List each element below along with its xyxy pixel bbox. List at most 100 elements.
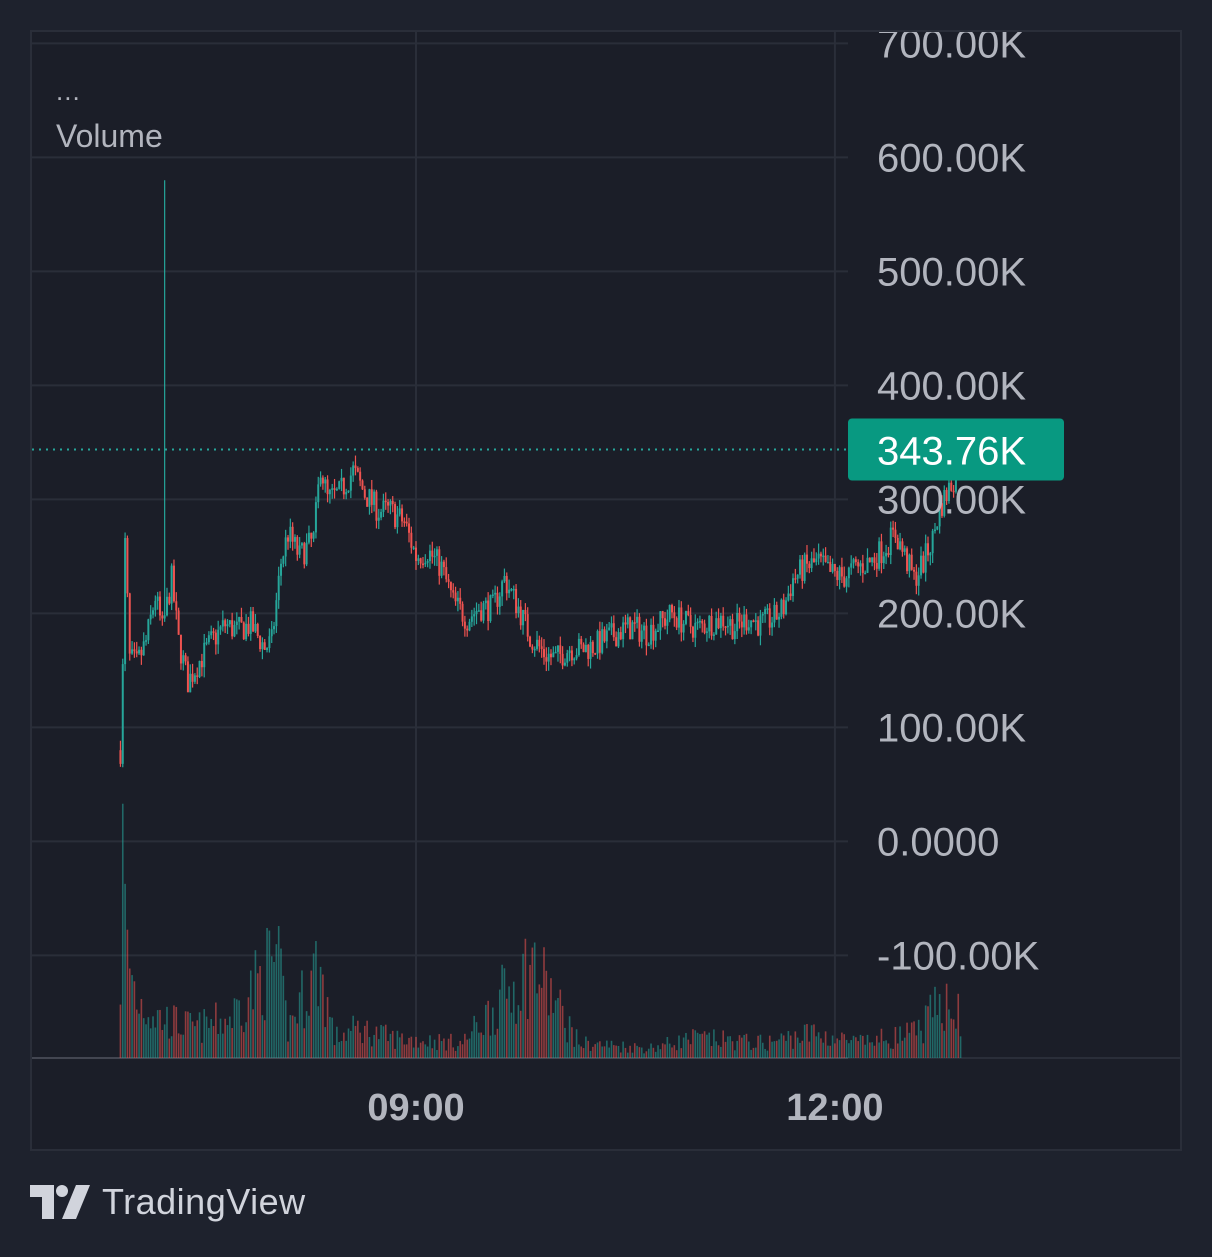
- candle-body: [764, 609, 767, 615]
- candle-body: [496, 592, 499, 607]
- legend-more-button[interactable]: ...: [56, 76, 81, 106]
- volume-bar: [533, 942, 536, 1058]
- volume-bar: [396, 1030, 399, 1058]
- volume-bar: [466, 1039, 468, 1058]
- candle-body: [612, 623, 615, 638]
- candle-body: [326, 479, 329, 495]
- volume-bar: [317, 1006, 320, 1058]
- volume-bar: [817, 1032, 820, 1058]
- volume-bar: [727, 1036, 729, 1058]
- volume-bar: [654, 1051, 657, 1058]
- volume-bar: [557, 997, 559, 1058]
- volume-bar: [780, 1033, 783, 1058]
- candle-body: [428, 550, 431, 562]
- volume-bar: [445, 1050, 448, 1058]
- candle-body: [850, 563, 853, 568]
- volume-bar: [685, 1032, 687, 1058]
- volume-bar: [950, 1018, 953, 1058]
- chart-pane[interactable]: 700.00K 600.00K 500.00K 400.00K 300.00K 200.0…: [30, 30, 1182, 1151]
- candle-body: [128, 593, 131, 654]
- volume-bar: [680, 1048, 683, 1058]
- volume-bar: [913, 1021, 915, 1058]
- candle-body: [245, 623, 248, 640]
- volume-bar: [173, 1005, 175, 1058]
- volume-bar: [668, 1043, 671, 1058]
- candle-body: [570, 650, 573, 661]
- volume-bar: [501, 964, 503, 1058]
- price-chart[interactable]: 700.00K 600.00K 500.00K 400.00K 300.00K 200.0…: [32, 32, 1182, 1151]
- candle-body: [454, 592, 457, 602]
- volume-bar: [827, 1045, 829, 1058]
- volume-bar: [322, 974, 324, 1058]
- volume-bar: [824, 1031, 827, 1058]
- candle-body: [789, 593, 792, 597]
- volume-bar: [754, 1047, 757, 1058]
- candle-body: [401, 508, 404, 522]
- volume-bar: [552, 1012, 555, 1058]
- volume-bar: [666, 1036, 669, 1058]
- candle-body: [417, 558, 420, 561]
- candle-body: [903, 548, 906, 552]
- volume-bar: [184, 1011, 187, 1058]
- candle-body: [529, 636, 532, 647]
- volume-bar: [170, 1036, 173, 1058]
- volume-bar: [319, 966, 322, 1058]
- volume-bar: [596, 1042, 599, 1058]
- candle-body: [743, 614, 746, 628]
- candle-body: [875, 562, 878, 569]
- volume-bar: [231, 1028, 233, 1058]
- candle-body: [661, 611, 664, 619]
- candle-body: [775, 604, 778, 620]
- volume-bar: [454, 1050, 457, 1058]
- volume-bar: [934, 986, 936, 1058]
- candle-body: [321, 477, 324, 484]
- volume-bar: [561, 1005, 564, 1058]
- volume-bar: [119, 1004, 122, 1058]
- candle-body: [643, 625, 646, 631]
- volume-bar: [631, 1052, 634, 1058]
- candle-body: [701, 620, 704, 624]
- candle-body: [212, 631, 215, 633]
- volume-bar: [145, 1024, 147, 1058]
- volume-bar: [133, 981, 136, 1058]
- candle-body: [456, 597, 459, 602]
- volume-bar: [592, 1046, 594, 1058]
- candle-body: [314, 502, 317, 533]
- candle-body: [296, 537, 299, 555]
- candle-body: [815, 558, 818, 563]
- volume-bar: [210, 1018, 212, 1058]
- volume-bar: [894, 1026, 897, 1058]
- candle-body: [177, 610, 180, 635]
- volume-bar: [938, 994, 941, 1058]
- candle-body: [442, 561, 445, 568]
- candle-body: [805, 554, 808, 564]
- volume-bar: [796, 1037, 799, 1058]
- time-tick-label: 09:00: [367, 1087, 464, 1129]
- volume-bar: [661, 1043, 664, 1058]
- candle-body: [657, 630, 660, 633]
- volume-bar: [794, 1031, 797, 1058]
- price-tick-label: 600.00K: [877, 136, 1026, 180]
- candle-body: [624, 622, 627, 625]
- candle-body: [300, 543, 303, 546]
- candle-body: [480, 610, 483, 621]
- candle-body: [887, 553, 890, 556]
- candle-body: [747, 627, 750, 631]
- candle-body: [589, 641, 592, 659]
- volume-bar: [578, 1044, 580, 1058]
- volume-bar: [177, 1033, 180, 1058]
- volume-bar: [343, 1032, 345, 1058]
- volume-bar: [310, 970, 313, 1058]
- price-tick-label: 300.00K: [877, 478, 1026, 522]
- candle-body: [759, 615, 762, 636]
- volume-bar: [531, 947, 534, 1058]
- volume-bar: [622, 1041, 624, 1058]
- candle-body: [901, 541, 904, 552]
- volume-bar: [526, 1019, 529, 1058]
- volume-bar: [305, 1011, 308, 1058]
- tradingview-branding[interactable]: TradingView: [30, 1180, 306, 1224]
- candle-body: [580, 638, 583, 645]
- candle-body: [833, 563, 836, 571]
- candle-body: [899, 541, 902, 550]
- volume-bar: [943, 1030, 946, 1058]
